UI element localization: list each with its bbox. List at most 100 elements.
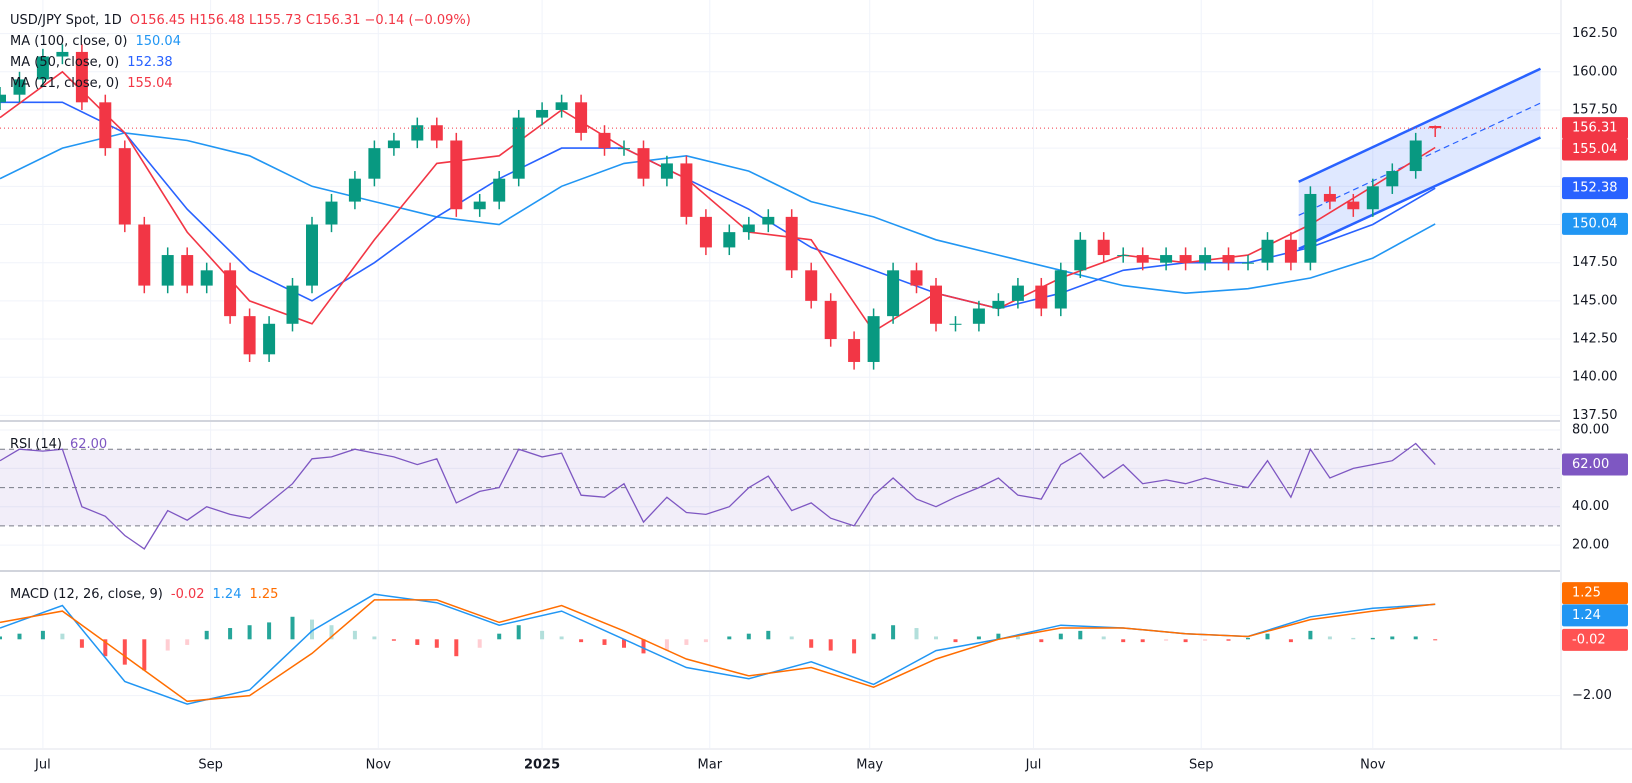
- candle-body: [949, 323, 962, 325]
- signal-line: [0, 599, 1436, 703]
- channel-line: [1298, 136, 1542, 251]
- candle-body: [1136, 255, 1149, 263]
- y-tick-label: 140.00: [1572, 370, 1618, 385]
- macd-histogram-bar: [17, 633, 22, 640]
- candle-body: [1366, 186, 1379, 210]
- candle-body: [0, 94, 6, 103]
- macd-histogram-bar: [1370, 637, 1375, 640]
- y-tick-label: 137.50: [1572, 408, 1618, 423]
- candle-body: [805, 270, 818, 301]
- candle-body: [887, 270, 900, 317]
- macd-histogram-bar: [1164, 639, 1169, 641]
- signal-value: 1.25: [249, 587, 278, 602]
- candle-body: [618, 148, 630, 150]
- candle-body: [286, 285, 299, 324]
- candle-body: [972, 308, 985, 324]
- rsi-line: [0, 442, 1436, 550]
- macd-histogram-bar: [1078, 630, 1083, 640]
- candle-body: [99, 102, 112, 149]
- macd-badge: 1.24: [1572, 608, 1601, 623]
- macd-histogram-bar: [1121, 639, 1126, 643]
- ma-line: [0, 70, 1436, 333]
- label-layer: USD/JPY Spot, 1D O156.45 H156.48 L155.73 …: [10, 13, 1628, 773]
- candle-body: [824, 300, 837, 340]
- macd-histogram-bar: [290, 616, 295, 640]
- candle-body: [1429, 126, 1442, 129]
- candle-body: [910, 270, 923, 286]
- legend-value: 150.04: [135, 34, 181, 49]
- macd-histogram-bar: [497, 633, 502, 640]
- candle-body: [575, 102, 588, 133]
- candle-body: [325, 201, 338, 225]
- legend-entry: MA (100, close, 0) 150.04: [10, 34, 181, 49]
- candle-body: [512, 117, 525, 179]
- macd-histogram-bar: [934, 636, 938, 640]
- candle-body: [411, 125, 424, 141]
- x-tick-label: Mar: [698, 758, 723, 773]
- candle-body: [930, 285, 942, 324]
- candle-body: [598, 132, 611, 149]
- candle-body: [680, 163, 693, 217]
- candle-body: [368, 148, 381, 179]
- candle-body: [263, 323, 276, 355]
- macd-histogram-bar: [391, 639, 396, 641]
- ma-line: [0, 132, 1436, 295]
- macd-histogram-bar: [664, 639, 669, 651]
- macd-histogram-bar: [352, 630, 357, 640]
- macd-histogram-bar: [1413, 636, 1418, 640]
- candle-body: [1199, 255, 1212, 263]
- candle-body: [555, 102, 568, 110]
- macd-badge-bg: [1562, 604, 1628, 627]
- legend-value: 152.38: [127, 55, 173, 70]
- channel-line: [1298, 67, 1542, 183]
- macd-histogram-bar: [415, 639, 420, 645]
- candle-body: [1117, 255, 1130, 257]
- macd-histogram-bar: [852, 639, 857, 654]
- macd-histogram-bar: [996, 633, 1001, 640]
- macd-histogram-bar: [1058, 633, 1063, 640]
- macd-hist-value: -0.02: [171, 587, 205, 602]
- legend-value: 155.04: [127, 76, 173, 91]
- candle-body: [1011, 285, 1024, 301]
- rsi-badge-bg: [1562, 453, 1628, 476]
- macd-histogram-bar: [1390, 636, 1395, 640]
- candle-body: [493, 178, 506, 202]
- x-tick-label: Nov: [366, 758, 392, 773]
- chart-title: USD/JPY Spot, 1D: [10, 13, 122, 28]
- macd-name: MACD (12, 26, close, 9): [10, 587, 163, 602]
- macd-histogram-bar: [1101, 636, 1106, 640]
- candle-body: [13, 79, 26, 95]
- candle-body: [1261, 239, 1274, 263]
- macd-histogram-bar: [477, 639, 482, 648]
- macd-histogram-bar: [891, 625, 896, 640]
- candle-body: [1097, 239, 1110, 256]
- macd-histogram-bar: [1246, 637, 1250, 640]
- y-tick-label: −2.00: [1572, 688, 1612, 703]
- candle-body: [36, 56, 49, 80]
- macd-histogram-bar: [1015, 636, 1020, 640]
- macd-histogram-bar: [267, 622, 272, 640]
- candle-body: [1409, 140, 1422, 172]
- macd-histogram-bar: [746, 633, 751, 640]
- ma-line: [0, 101, 1436, 310]
- candle-body: [723, 232, 736, 248]
- macd-histogram-bar: [1039, 639, 1044, 643]
- macd-value: 1.24: [213, 587, 242, 602]
- candle-body: [536, 109, 549, 118]
- y-tick-label: 80.00: [1572, 423, 1609, 438]
- candle-body: [660, 163, 673, 179]
- candle-body: [1386, 171, 1399, 187]
- macd-histogram-bar: [454, 639, 459, 657]
- macd-histogram-bar: [1226, 639, 1231, 641]
- x-tick-label: Sep: [1189, 758, 1214, 773]
- y-tick-label: 160.00: [1572, 64, 1618, 79]
- macd-histogram-bar: [828, 639, 833, 651]
- candle-body: [387, 140, 400, 149]
- candle-body: [1304, 193, 1317, 263]
- ohlc-text: O156.45 H156.48 L155.73 C156.31 −0.14 (−…: [130, 13, 471, 28]
- ma-badge-bg: [1562, 177, 1628, 200]
- candle-body: [138, 224, 151, 286]
- candle-body: [1222, 255, 1235, 263]
- macd-histogram-bar: [516, 625, 521, 640]
